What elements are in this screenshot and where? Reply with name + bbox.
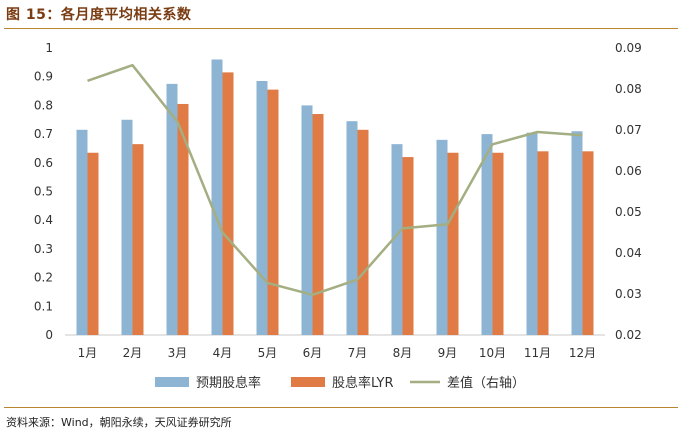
y-left-tick-label: 0.1	[34, 299, 53, 313]
bars	[76, 59, 594, 336]
expected-yield-bar	[301, 105, 313, 336]
y-left-tick-label: 0.5	[34, 185, 53, 199]
y-left-tick-label: 0.9	[34, 70, 53, 84]
expected-yield-bar	[571, 131, 583, 335]
x-tick-label: 12月	[569, 346, 596, 360]
yield-lyr-bar	[357, 129, 369, 335]
y-right-tick-label: 0.07	[615, 123, 642, 137]
yield-lyr-bar	[132, 144, 144, 335]
yield-lyr-bar	[447, 152, 459, 335]
y-left-tick-label: 0.7	[34, 127, 53, 141]
expected-yield-bar	[121, 119, 133, 335]
y-left-tick-label: 0.6	[34, 156, 53, 170]
y-left-tick-label: 1	[45, 41, 53, 55]
y-left-tick-label: 0.8	[34, 98, 53, 112]
x-tick-label: 1月	[78, 346, 98, 360]
expected-yield-bar	[256, 81, 268, 335]
y-right-tick-label: 0.03	[615, 287, 642, 301]
legend-yield-lyr-label: 股息率LYR	[332, 375, 394, 391]
x-tick-label: 11月	[524, 346, 551, 360]
source-divider	[4, 407, 678, 408]
legend-expected-yield-label: 预期股息率	[196, 375, 261, 391]
legend-yield-lyr-swatch	[291, 377, 325, 387]
yield-lyr-bar	[177, 103, 189, 335]
source-note: 资料来源：Wind，朝阳永续，天风证券研究所	[6, 416, 232, 429]
y-left-tick-label: 0.4	[34, 213, 53, 227]
yield-lyr-bar	[402, 157, 414, 335]
y-right-tick-label: 0.08	[615, 82, 642, 96]
difference-line	[87, 63, 583, 297]
expected-yield-bar	[76, 129, 88, 335]
x-tick-label: 6月	[303, 346, 323, 360]
yield-lyr-bar	[312, 114, 324, 335]
y-left-tick-label: 0.3	[34, 242, 53, 256]
y-right-tick-label: 0.04	[615, 246, 642, 260]
expected-yield-bar	[481, 134, 493, 335]
y-left-tick-label: 0	[45, 328, 53, 342]
expected-yield-bar	[346, 121, 358, 335]
yield-lyr-bar	[87, 152, 99, 335]
figure-title: 图 15：各月度平均相关系数	[6, 7, 192, 23]
x-tick-label: 4月	[213, 346, 233, 360]
x-tick-label: 7月	[348, 346, 368, 360]
expected-yield-bar	[211, 59, 223, 335]
legend-difference-label: 差值（右轴）	[447, 375, 525, 391]
x-tick-label: 3月	[168, 346, 188, 360]
difference-line-layer	[87, 63, 583, 297]
expected-yield-bar	[391, 144, 403, 335]
legend: 预期股息率 股息率LYR 差值（右轴）	[155, 375, 525, 391]
y-right-tick-label: 0.02	[615, 328, 642, 342]
expected-yield-bar	[526, 132, 538, 335]
x-tick-label: 9月	[438, 346, 458, 360]
legend-expected-yield-swatch	[155, 377, 189, 387]
yield-lyr-bar	[492, 152, 504, 335]
title-divider	[4, 28, 678, 29]
x-tick-label: 2月	[123, 346, 143, 360]
y-right-tick-label: 0.06	[615, 164, 642, 178]
y-right-tick-label: 0.09	[615, 41, 642, 55]
yield-lyr-bar	[267, 89, 279, 336]
x-tick-label: 10月	[479, 346, 506, 360]
axes: 0 0.1 0.2 0.3 0.4 0.5 0.6 0.7 0.8 0.9 1 0.02 0.03 0.0…	[34, 41, 642, 360]
x-tick-label: 5月	[258, 346, 278, 360]
expected-yield-bar	[166, 83, 178, 335]
x-tick-label: 8月	[393, 346, 413, 360]
yield-lyr-bar	[222, 72, 234, 336]
yield-lyr-bar	[582, 151, 594, 335]
expected-yield-bar	[436, 139, 448, 335]
yield-lyr-bar	[537, 151, 549, 335]
y-left-tick-label: 0.2	[34, 271, 53, 285]
y-right-tick-label: 0.05	[615, 205, 642, 219]
